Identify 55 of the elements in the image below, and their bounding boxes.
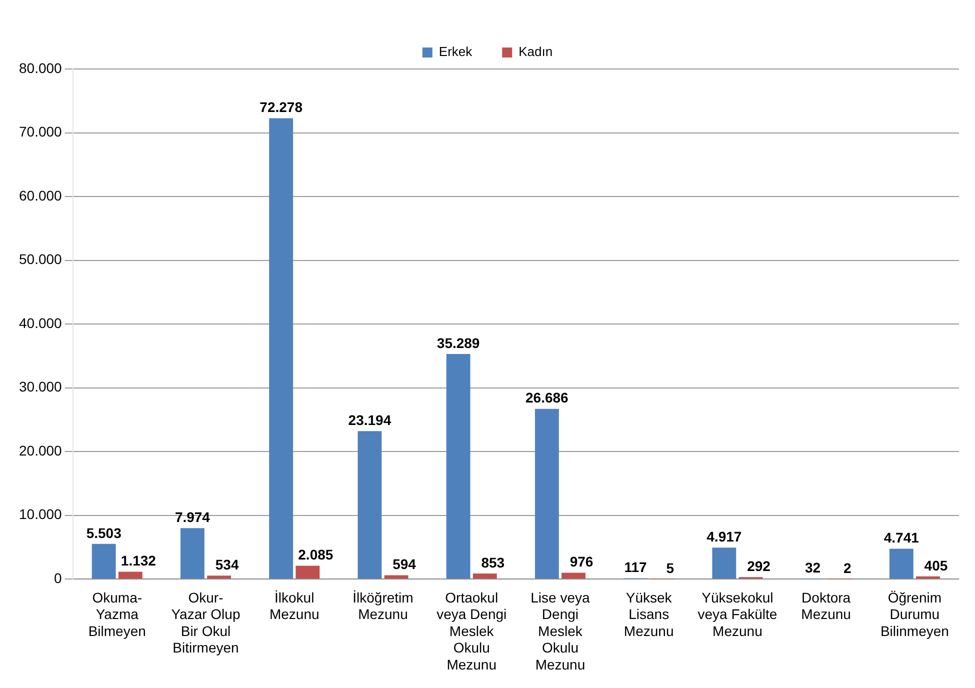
y-tick-label: 30.000 — [18, 378, 62, 395]
data-label: 1.132 — [120, 552, 156, 569]
data-label: 23.194 — [348, 412, 392, 428]
y-tick-label: 20.000 — [18, 442, 62, 458]
data-label: 117 — [624, 559, 648, 576]
y-tick-label: 60.000 — [18, 187, 62, 204]
x-tick-label: Yüksek Lisans Mezunu — [624, 589, 674, 639]
data-label: 26.686 — [526, 390, 569, 406]
bar — [712, 548, 736, 578]
x-tick-label: Öğrenim Durumu Bilinmeyen — [880, 589, 949, 639]
bar — [296, 566, 320, 578]
bar — [446, 354, 470, 578]
bar — [207, 576, 232, 578]
data-label: 976 — [570, 554, 594, 570]
data-label: 292 — [747, 558, 771, 574]
bar — [384, 575, 408, 578]
data-label: 5 — [666, 560, 674, 576]
data-label: 7.974 — [174, 509, 210, 526]
x-tick-label: Okuma-Yazma Bilmeyen — [88, 589, 146, 639]
data-label: 72.278 — [260, 99, 303, 116]
data-label: 534 — [215, 556, 239, 572]
data-label: 594 — [392, 556, 416, 572]
bar — [534, 408, 559, 578]
legend-label: Kadın — [518, 44, 553, 60]
bar — [180, 528, 204, 578]
data-label: 4.917 — [706, 528, 742, 545]
y-tick-label: 70.000 — [18, 124, 62, 140]
x-tick-label: İlkokul Mezunu — [269, 589, 320, 622]
x-tick-label: Okur-Yazar Olup Bir Okul Bitirmeyen — [171, 589, 240, 656]
y-tick-label: 10.000 — [18, 506, 62, 522]
data-label: 32 — [804, 560, 821, 576]
x-tick-label: Doktora Mezunu — [801, 589, 851, 622]
y-tick-label: 50.000 — [18, 251, 62, 268]
bar — [118, 572, 142, 578]
x-tick-label: Lise veya Dengi Meslek Okulu Mezunu — [530, 589, 590, 672]
x-tick-label: Yüksekokul veya Fakülte Mezunu — [698, 589, 778, 639]
data-label: 35.289 — [436, 334, 480, 351]
bar — [92, 544, 116, 578]
data-label: 2.085 — [298, 546, 334, 563]
y-tick-label: 0 — [54, 570, 62, 586]
data-label: 405 — [924, 557, 948, 574]
data-label: 853 — [481, 554, 505, 570]
legend-label: Erkek — [438, 44, 473, 60]
bar — [358, 431, 382, 578]
y-tick-label: 40.000 — [18, 314, 62, 331]
x-tick-label: İlköğretim Mezunu — [352, 589, 414, 622]
x-tick-label: Ortaokul veya Dengi Meslek Okulu Mezunu — [436, 589, 507, 672]
bar — [889, 548, 914, 578]
data-label: 2 — [843, 560, 852, 576]
bar — [269, 118, 294, 578]
bar — [472, 574, 497, 578]
data-label: 5.503 — [86, 524, 122, 541]
bar — [562, 572, 586, 578]
y-tick-label: 80.000 — [18, 60, 62, 76]
data-label: 4.741 — [884, 530, 920, 546]
